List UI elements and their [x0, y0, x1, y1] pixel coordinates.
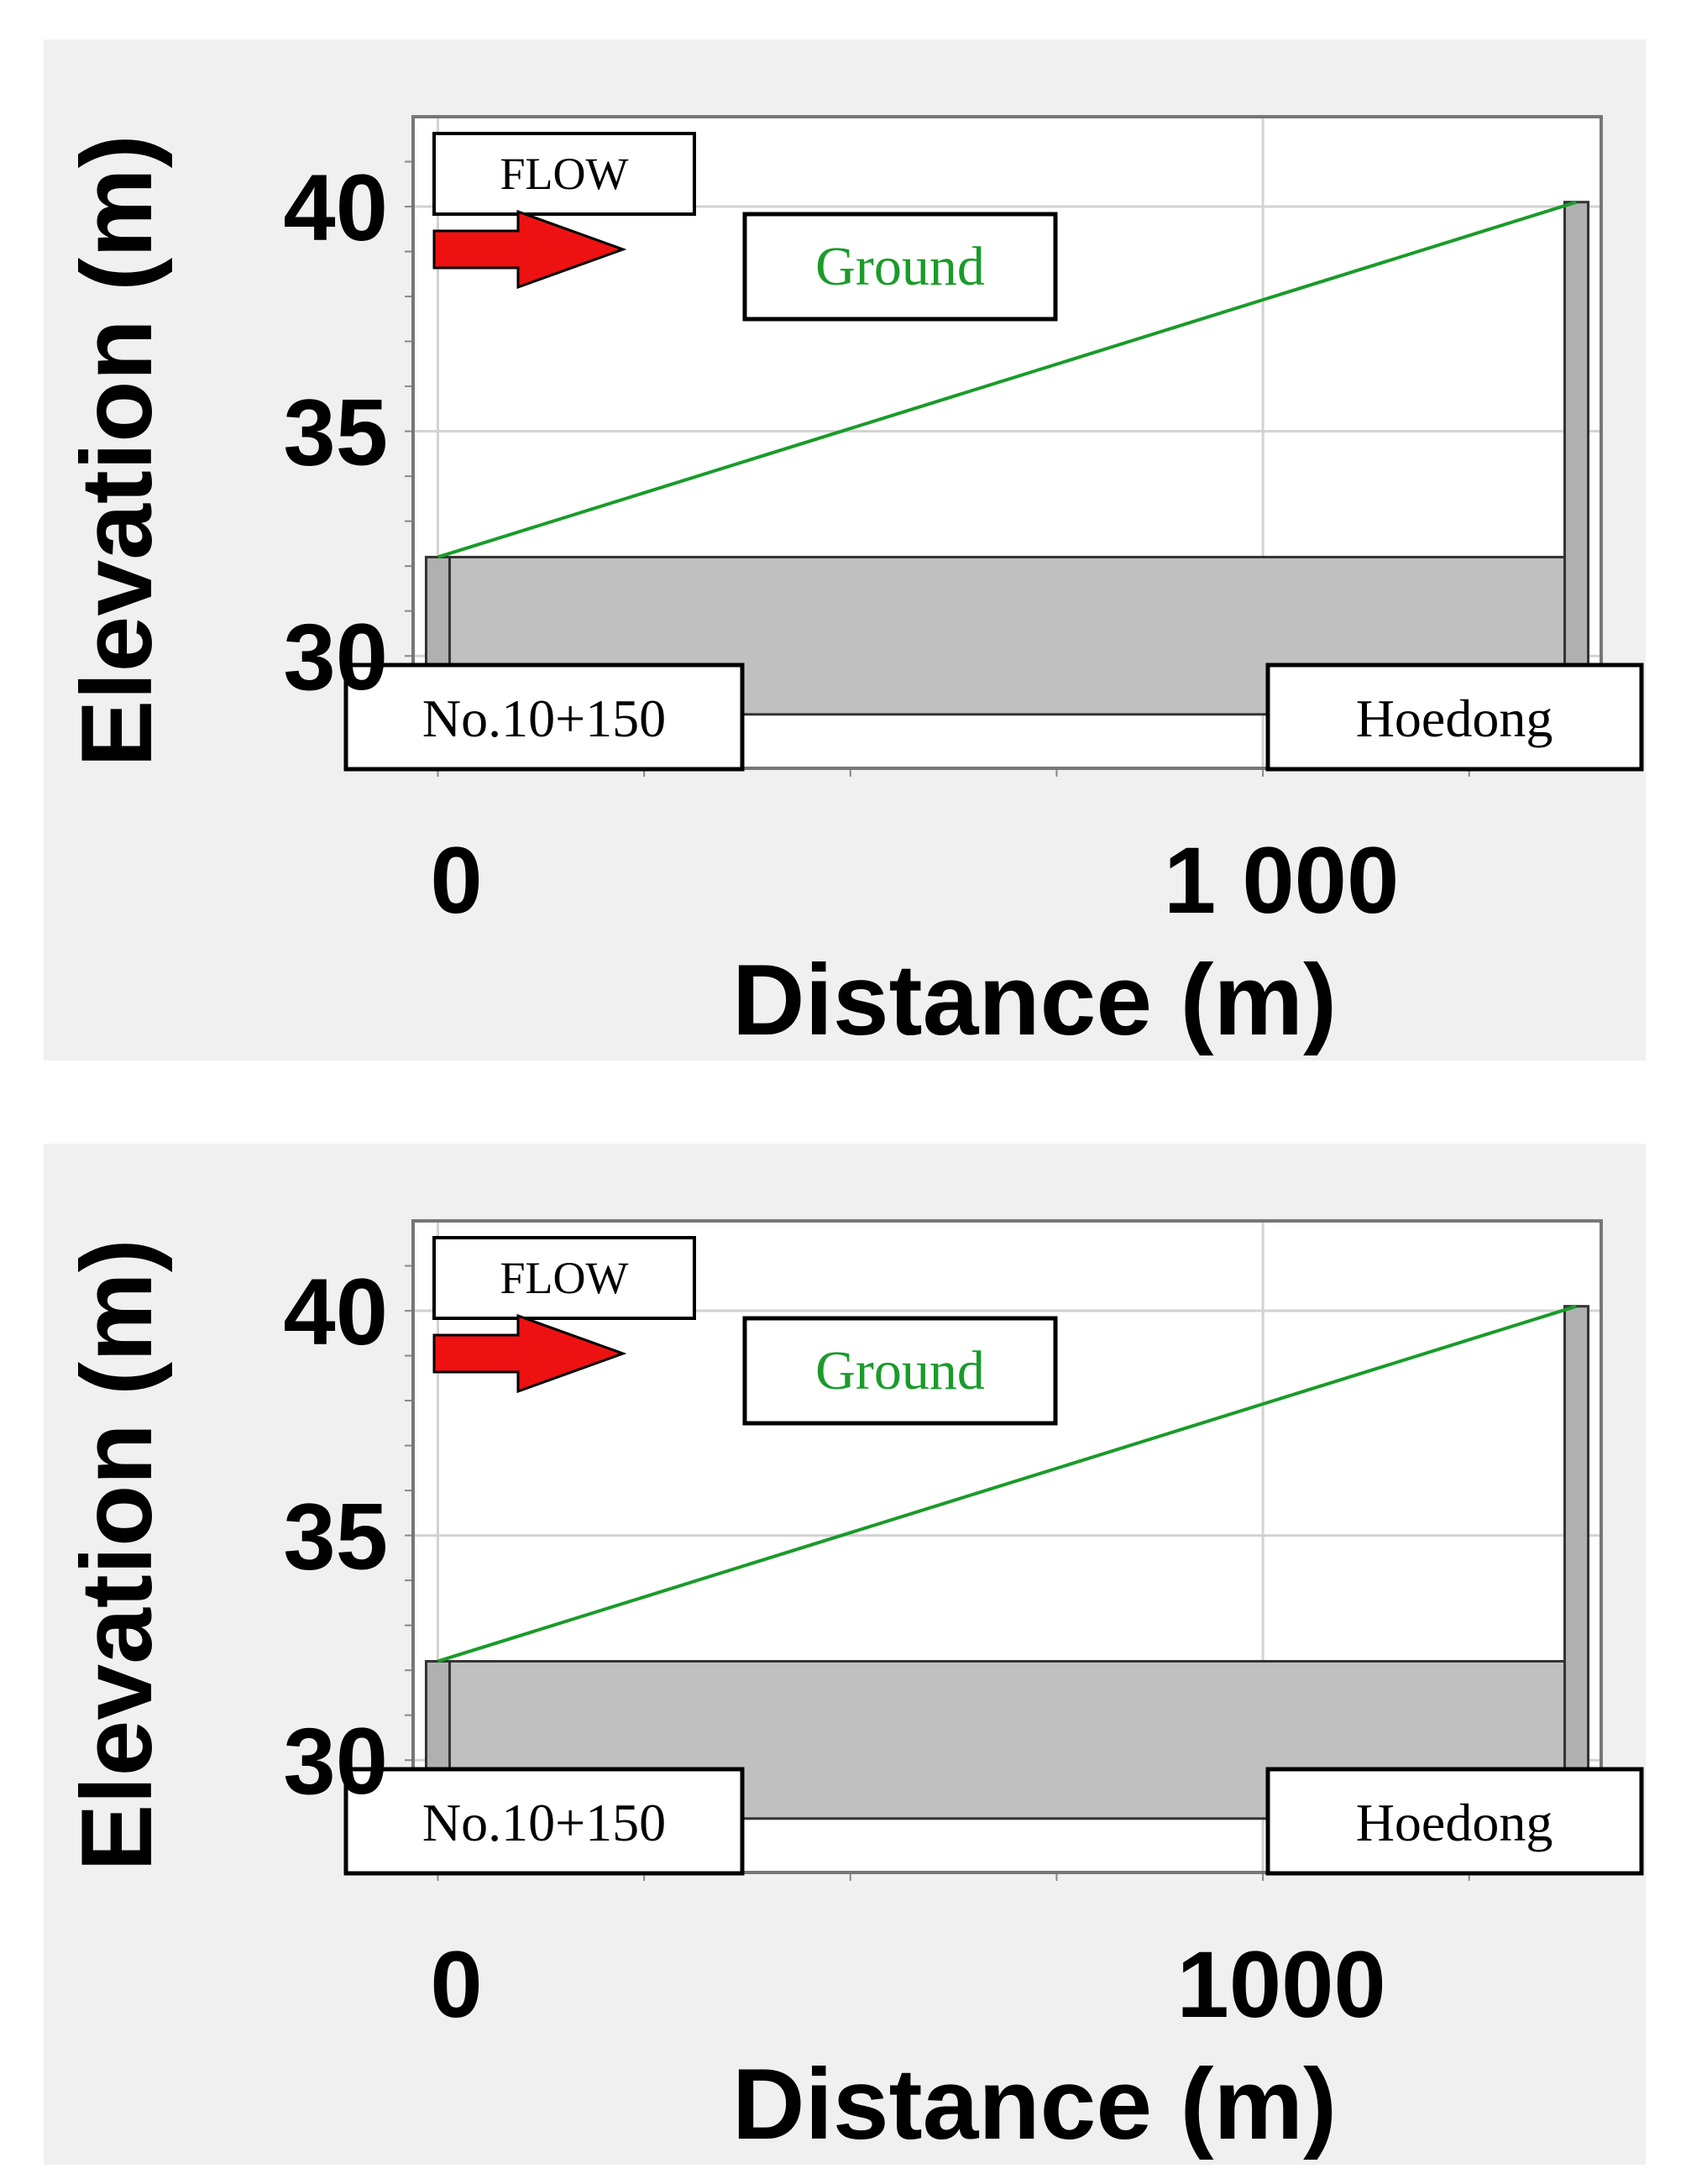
- x-axis-title: Distance (m): [732, 2048, 1337, 2160]
- right-station-label: Hoedong: [1356, 1793, 1553, 1852]
- flow-label: FLOW: [500, 149, 629, 199]
- left-station-box: [343, 663, 745, 772]
- flow-arrow-icon: [432, 209, 627, 290]
- ground-label: Ground: [815, 236, 985, 297]
- y-tick-label: 30: [283, 605, 388, 710]
- y-tick-label: 40: [283, 155, 388, 260]
- right-station-label: Hoedong: [1356, 689, 1553, 748]
- right-station-box: [1265, 1767, 1644, 1876]
- y-tick-label: 35: [283, 1485, 388, 1590]
- ground-line: [437, 1304, 1578, 1663]
- plot-frame: [411, 1219, 1603, 1874]
- elevation-profile-chart-1: FLOW Ground No.10+150 Hoedong 30 35 40 0 1 000 Di…: [60, 115, 1644, 1056]
- ground-label: Ground: [815, 1340, 985, 1401]
- right-station-box: [1265, 663, 1644, 772]
- y-axis-title: Elevation (m): [60, 134, 173, 767]
- ground-label-box: [742, 212, 1058, 322]
- chart-panel-2: FLOW Ground No.10+150 Hoedong 30 35 40 0 1000 Dis…: [44, 1144, 1646, 2165]
- right-bank-wall: [1563, 1305, 1590, 1827]
- y-tick-label: 35: [283, 380, 388, 485]
- y-tick-label: 30: [283, 1709, 388, 1814]
- ground-label-box: [742, 1316, 1058, 1426]
- elevation-profile-chart-2: FLOW Ground No.10+150 Hoedong 30 35 40 0 1000 Dis…: [60, 1219, 1644, 2160]
- flow-arrow-icon: [432, 1313, 627, 1394]
- chart-panel-1: FLOW Ground No.10+150 Hoedong 30 35 40 0 1 000 Di…: [44, 39, 1646, 1061]
- x-tick-label: 1000: [1177, 1932, 1386, 2037]
- left-station-label: No.10+150: [422, 689, 666, 748]
- plot-frame: [411, 115, 1603, 770]
- flow-label: FLOW: [500, 1253, 629, 1303]
- flow-label-box: [432, 1236, 696, 1320]
- x-tick-label: 0: [430, 1932, 482, 2037]
- left-station-label: No.10+150: [422, 1793, 666, 1852]
- y-axis-title: Elevation (m): [60, 1239, 173, 1871]
- x-axis-title: Distance (m): [732, 944, 1337, 1056]
- x-tick-label: 1 000: [1164, 828, 1399, 933]
- ground-line: [437, 200, 1578, 559]
- right-bank-wall: [1563, 201, 1590, 723]
- left-station-box: [343, 1767, 745, 1876]
- x-tick-label: 0: [430, 828, 482, 933]
- y-tick-label: 40: [283, 1260, 388, 1364]
- flow-label-box: [432, 132, 696, 216]
